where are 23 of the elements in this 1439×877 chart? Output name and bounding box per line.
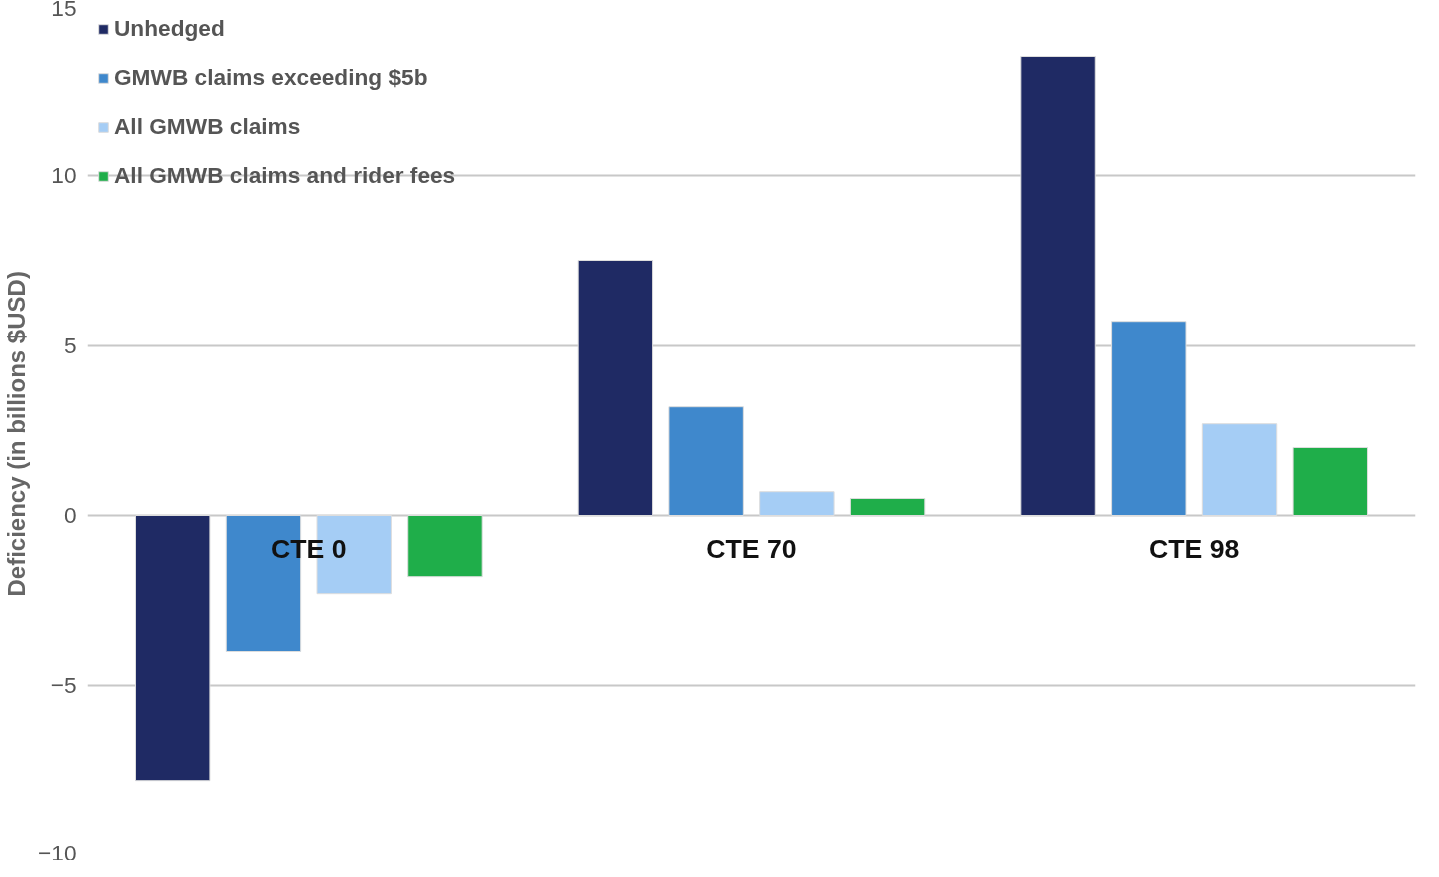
bar xyxy=(1292,447,1368,516)
bar xyxy=(135,515,211,782)
legend-label: All GMWB claims and rider fees xyxy=(114,162,456,189)
y-tick-label: −10 xyxy=(38,839,77,866)
bar xyxy=(759,491,835,516)
bar xyxy=(849,498,926,516)
bar xyxy=(1111,321,1187,516)
y-axis-title: Deficiency (in billions $USD) xyxy=(3,271,31,597)
y-tick-label: 5 xyxy=(63,332,77,358)
bar xyxy=(577,260,654,516)
y-tick-label: 15 xyxy=(51,0,77,21)
bar xyxy=(1020,56,1096,516)
x-tick-label: CTE 70 xyxy=(706,533,797,564)
legend-label: All GMWB claims xyxy=(114,113,301,140)
bar xyxy=(668,406,744,516)
legend-label: Unhedged xyxy=(114,15,225,42)
bar xyxy=(407,515,483,578)
y-tick-label: −5 xyxy=(50,672,77,698)
legend-label: GMWB claims exceeding $5b xyxy=(114,64,428,91)
y-tick-label: 10 xyxy=(51,162,77,188)
y-tick-label: 0 xyxy=(63,502,77,528)
bar xyxy=(1201,423,1278,516)
x-tick-label: CTE 98 xyxy=(1148,533,1240,564)
